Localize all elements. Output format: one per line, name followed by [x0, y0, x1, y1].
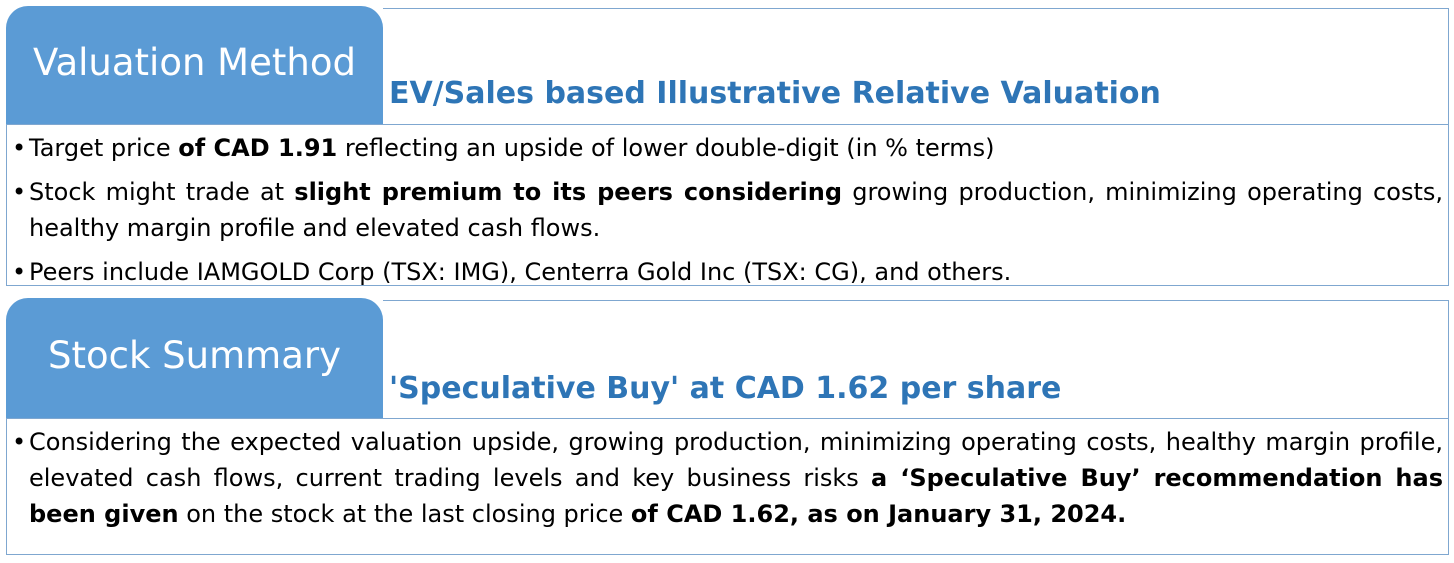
valuation-method-tab-label: Valuation Method: [33, 40, 356, 84]
summary-subtitle: 'Speculative Buy' at CAD 1.62 per share: [389, 371, 1062, 406]
stock-summary-tab: Stock Summary: [6, 298, 383, 418]
bullet-item: Stock might trade at slight premium to i…: [12, 174, 1443, 246]
summary-header-right-border: [1448, 300, 1449, 418]
bullet-text: Considering the expected valuation upsid…: [29, 428, 1443, 492]
bullet-bold-text: of CAD 1.91: [178, 134, 338, 162]
bullet-text: growing production, minimizing operating…: [29, 178, 1443, 242]
valuation-subtitle: EV/Sales based Illustrative Relative Val…: [389, 76, 1161, 111]
bullet-bold-text: slight premium to its peers considering: [294, 178, 843, 206]
bullet-text: on the stock at the last closing price: [178, 500, 631, 528]
valuation-bullets: Target price of CAD 1.91 reflecting an u…: [12, 130, 1443, 298]
valuation-section: Valuation Method EV/Sales based Illustra…: [6, 6, 1449, 292]
bullet-item: Target price of CAD 1.91 reflecting an u…: [12, 130, 1443, 166]
summary-section: Stock Summary 'Speculative Buy' at CAD 1…: [6, 298, 1449, 557]
valuation-header-border: [383, 8, 1449, 9]
summary-header-border: [383, 300, 1449, 301]
bullet-text: Peers include IAMGOLD Corp (TSX: IMG), C…: [29, 258, 1012, 286]
summary-bullets: Considering the expected valuation upsid…: [12, 424, 1443, 540]
valuation-method-tab: Valuation Method: [6, 6, 383, 124]
bullet-bold-text: of CAD 1.62, as on January 31, 2024.: [630, 500, 1127, 528]
bullet-text: Target price: [29, 134, 179, 162]
valuation-header-right-border: [1448, 8, 1449, 126]
bullet-text: Stock might trade at: [29, 178, 295, 206]
stock-summary-tab-label: Stock Summary: [48, 333, 341, 377]
bullet-item: Peers include IAMGOLD Corp (TSX: IMG), C…: [12, 254, 1443, 290]
bullet-bold-text: a ‘Speculative Buy’ recommendation has b…: [29, 464, 1443, 528]
bullet-text: reflecting an upside of lower double-dig…: [337, 134, 995, 162]
bullet-item: Considering the expected valuation upsid…: [12, 424, 1443, 532]
